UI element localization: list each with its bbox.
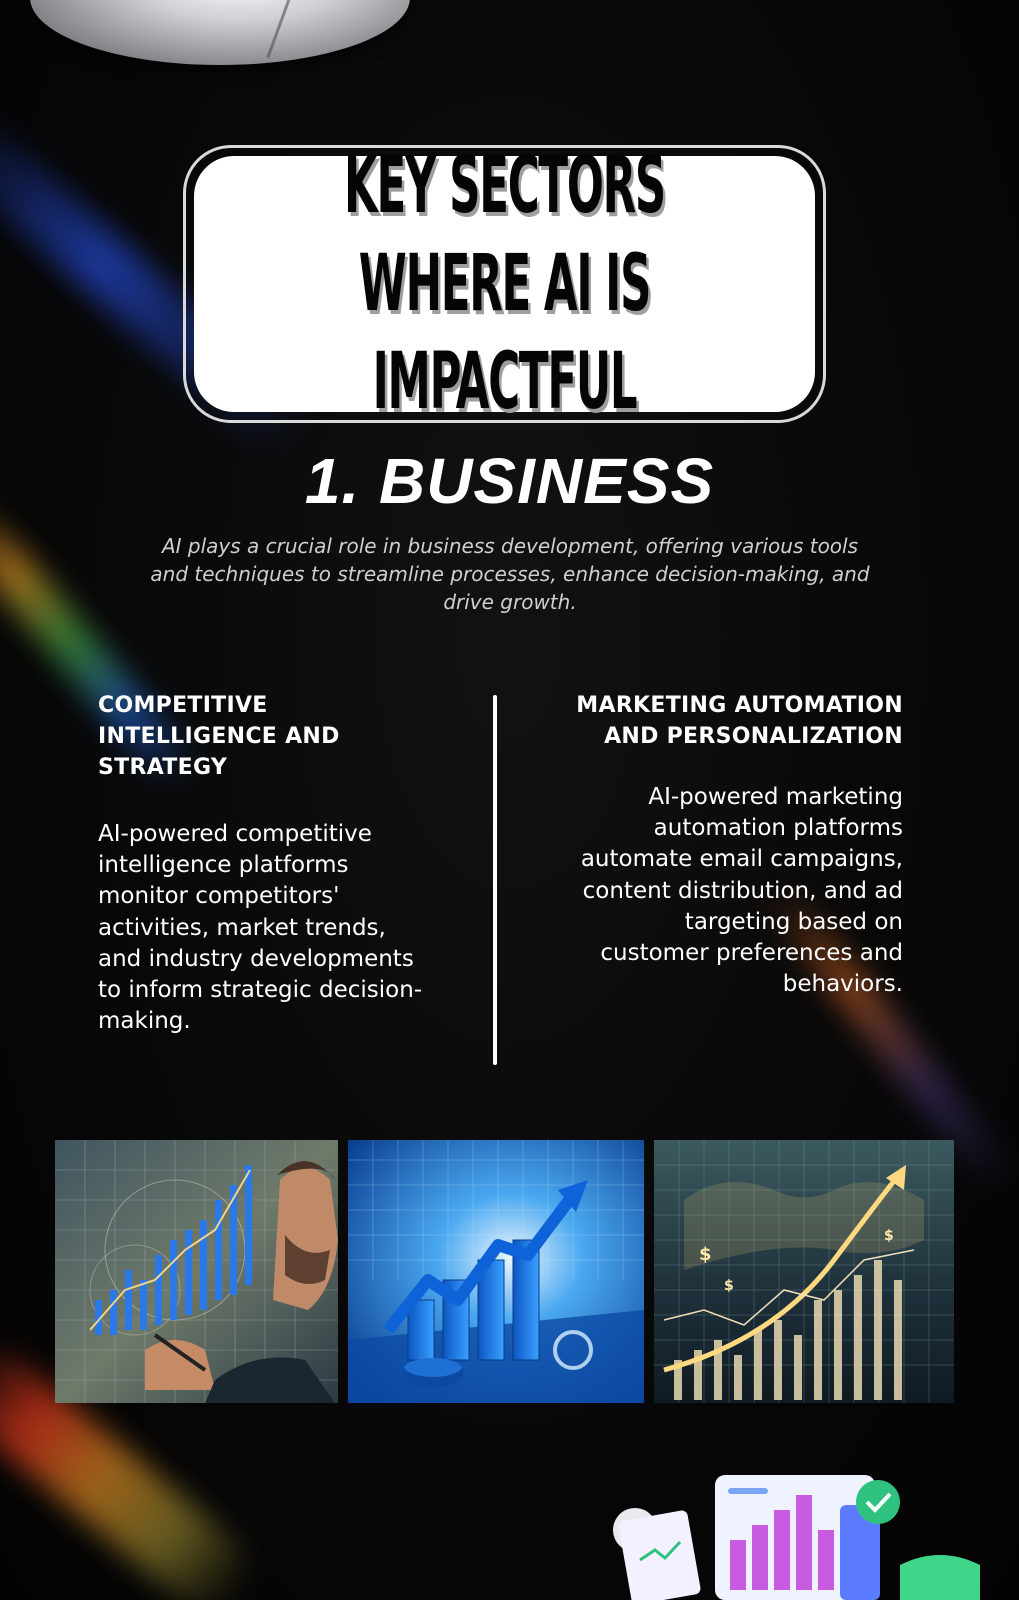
section-heading: 1. BUSINESS (304, 445, 715, 517)
dashboard-illustration (610, 1470, 990, 1600)
column-left-heading: COMPETITIVE INTELLIGENCE AND STRATEGY (98, 693, 340, 780)
gold-finance-graph-image: $ $ $ (654, 1140, 954, 1403)
svg-text:$: $ (724, 1278, 734, 1294)
section-intro: AI plays a crucial role in business deve… (150, 534, 870, 614)
column-left: COMPETITIVE INTELLIGENCE AND STRATEGY AI… (98, 690, 428, 1037)
svg-text:$: $ (699, 1244, 712, 1265)
page-title: KEY SECTORS WHERE AI IS IMPACTFUL (344, 141, 666, 427)
column-right-body: AI-powered marketing automation platform… (580, 784, 903, 998)
column-left-body: AI-powered competitive intelligence plat… (98, 821, 423, 1035)
title-panel: KEY SECTORS WHERE AI IS IMPACTFUL (194, 141, 815, 427)
svg-text:$: $ (884, 1228, 894, 1244)
blue-growth-chart-image (348, 1140, 644, 1403)
column-right-heading: MARKETING AUTOMATION AND PERSONALIZATION (576, 693, 903, 749)
column-divider (493, 695, 497, 1065)
column-right: MARKETING AUTOMATION AND PERSONALIZATION… (573, 690, 903, 1000)
analyst-charts-image (55, 1140, 338, 1403)
title-frame: KEY SECTORS WHERE AI IS IMPACTFUL (183, 141, 826, 427)
